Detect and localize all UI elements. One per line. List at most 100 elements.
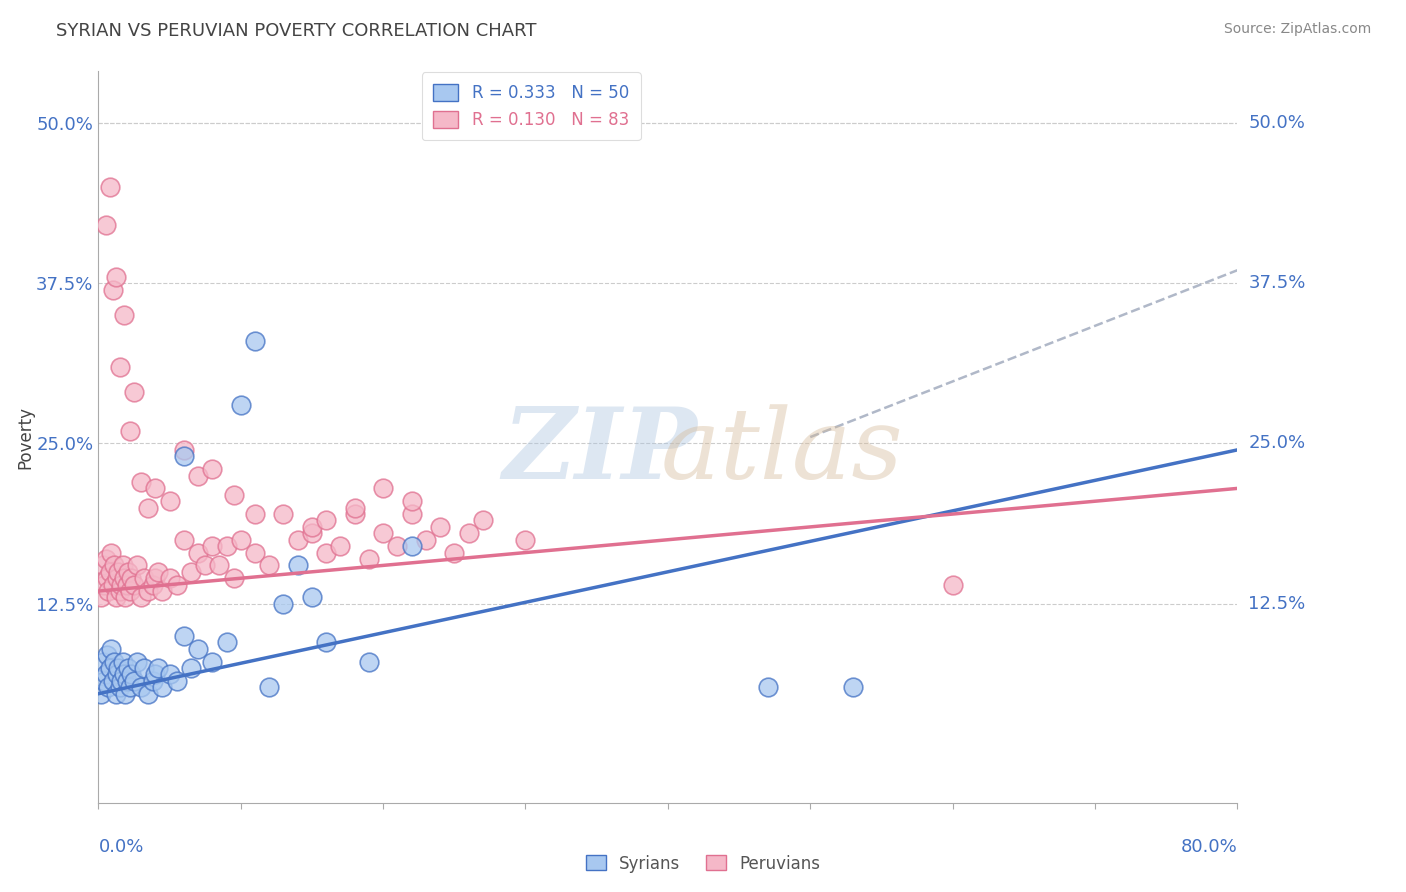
Point xyxy=(173,533,195,547)
Point xyxy=(96,648,118,663)
Point xyxy=(273,507,295,521)
Point xyxy=(90,687,112,701)
Point xyxy=(187,641,209,656)
Point xyxy=(222,488,245,502)
Point xyxy=(141,673,163,688)
Point xyxy=(122,577,145,591)
Point xyxy=(457,526,479,541)
Point xyxy=(100,641,122,656)
Point xyxy=(112,571,135,585)
Point xyxy=(122,385,145,400)
Point xyxy=(125,558,148,573)
Text: 25.0%: 25.0% xyxy=(1249,434,1306,452)
Point xyxy=(166,673,188,688)
Point xyxy=(401,507,423,521)
Point xyxy=(148,565,170,579)
Point xyxy=(301,591,323,605)
Text: 80.0%: 80.0% xyxy=(1181,838,1237,855)
Point xyxy=(93,577,115,591)
Point xyxy=(942,577,965,591)
Point xyxy=(159,494,181,508)
Point xyxy=(401,539,423,553)
Point xyxy=(112,667,135,681)
Point xyxy=(301,520,323,534)
Legend: Syrians, Peruvians: Syrians, Peruvians xyxy=(579,848,827,880)
Point xyxy=(141,577,163,591)
Point xyxy=(387,539,409,553)
Point xyxy=(120,667,142,681)
Point xyxy=(243,545,266,559)
Point xyxy=(173,442,195,457)
Point xyxy=(129,591,152,605)
Point xyxy=(108,359,131,374)
Point xyxy=(343,507,366,521)
Point xyxy=(107,565,129,579)
Point xyxy=(136,584,159,599)
Point xyxy=(100,545,122,559)
Point xyxy=(373,526,395,541)
Point xyxy=(101,673,124,688)
Point xyxy=(118,681,141,695)
Point xyxy=(136,500,159,515)
Point xyxy=(229,533,252,547)
Point xyxy=(215,635,238,649)
Point xyxy=(114,687,136,701)
Point xyxy=(104,687,127,701)
Point xyxy=(315,545,337,559)
Point xyxy=(201,462,224,476)
Point xyxy=(90,591,112,605)
Point xyxy=(208,558,231,573)
Point xyxy=(148,661,170,675)
Point xyxy=(136,687,159,701)
Point xyxy=(94,219,117,233)
Y-axis label: Poverty: Poverty xyxy=(15,406,34,468)
Point xyxy=(132,661,155,675)
Point xyxy=(373,482,395,496)
Point xyxy=(159,571,181,585)
Point xyxy=(152,584,174,599)
Point xyxy=(166,577,188,591)
Point xyxy=(104,269,127,284)
Point xyxy=(115,673,138,688)
Legend: R = 0.333   N = 50, R = 0.130   N = 83: R = 0.333 N = 50, R = 0.130 N = 83 xyxy=(422,72,641,140)
Point xyxy=(125,655,148,669)
Point xyxy=(259,558,281,573)
Point xyxy=(222,571,245,585)
Point xyxy=(115,577,138,591)
Point xyxy=(152,681,174,695)
Point xyxy=(132,571,155,585)
Point xyxy=(173,629,195,643)
Point xyxy=(287,533,309,547)
Text: SYRIAN VS PERUVIAN POVERTY CORRELATION CHART: SYRIAN VS PERUVIAN POVERTY CORRELATION C… xyxy=(56,22,537,40)
Point xyxy=(357,655,380,669)
Point xyxy=(145,482,167,496)
Point xyxy=(101,283,124,297)
Point xyxy=(118,424,141,438)
Point xyxy=(103,558,125,573)
Point xyxy=(415,533,437,547)
Point xyxy=(97,584,120,599)
Point xyxy=(273,597,295,611)
Point xyxy=(187,545,209,559)
Point xyxy=(98,565,121,579)
Point xyxy=(315,635,337,649)
Point xyxy=(98,179,121,194)
Point xyxy=(287,558,309,573)
Point xyxy=(98,661,121,675)
Point xyxy=(145,667,167,681)
Point xyxy=(201,655,224,669)
Point xyxy=(117,565,139,579)
Point xyxy=(103,655,125,669)
Point xyxy=(243,334,266,348)
Point xyxy=(515,533,537,547)
Point xyxy=(117,661,139,675)
Point xyxy=(315,514,337,528)
Point xyxy=(111,558,134,573)
Point xyxy=(173,450,195,464)
Text: ZIP: ZIP xyxy=(502,403,697,500)
Text: atlas: atlas xyxy=(661,404,903,500)
Point xyxy=(180,565,202,579)
Point xyxy=(108,681,131,695)
Point xyxy=(229,398,252,412)
Point xyxy=(91,655,114,669)
